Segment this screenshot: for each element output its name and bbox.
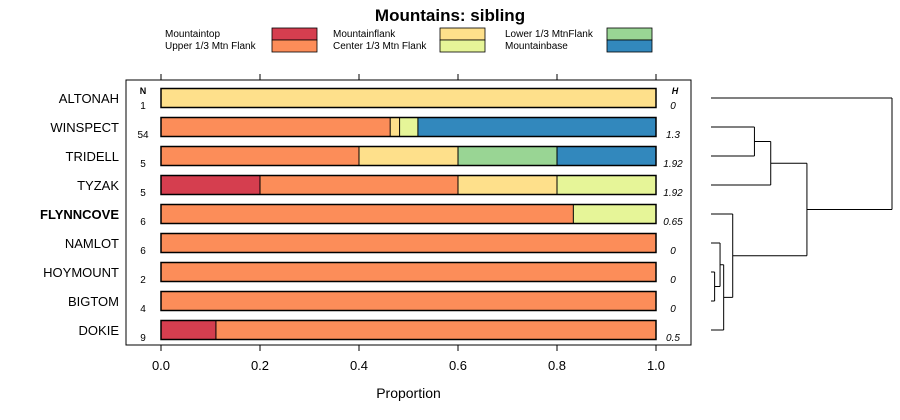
bar-segment-winspect-mountainbase (417, 117, 656, 137)
bar-segment-winspect-upper-1-3-mtn-flank (161, 117, 391, 137)
bar-outline-tyzak (160, 174, 657, 196)
bar-outline-winspect (160, 116, 657, 138)
legend-swatch-center-1-3-mtn-flank (439, 39, 486, 53)
h-value-namlot: 0 (670, 246, 676, 257)
dendrogram (711, 97, 893, 331)
n-value-tridell: 5 (140, 159, 146, 170)
bar-segment-flynncove-upper-1-3-mtn-flank (161, 204, 574, 224)
x-axis: 0.0 0.2 0.4 0.6 0.8 1.0 (152, 74, 665, 373)
bar-segment-hoymount-upper-1-3-mtn-flank (161, 262, 656, 282)
row-label-bigtom: BIGTOM (68, 294, 119, 309)
bar-segment-tyzak-mountaintop (161, 175, 260, 195)
row-label-hoymount: HOYMOUNT (43, 265, 119, 280)
chart-title: Mountains: sibling (375, 6, 525, 25)
n-value-dokie: 9 (140, 333, 146, 344)
legend-swatch-mountaintop (271, 27, 318, 41)
bar-segment-tridell-lower-1-3-mtnflank (458, 146, 557, 166)
row-label-tridell: TRIDELL (66, 149, 119, 164)
h-value-tyzak: 1.92 (663, 188, 683, 199)
legend-label-center-1-3-mtn-flank: Center 1/3 Mtn Flank (333, 41, 427, 52)
bar-outline-altonah (160, 87, 657, 109)
bar-segment-tridell-mountainbase (557, 146, 656, 166)
n-value-hoymount: 2 (140, 275, 146, 286)
bar-segment-tyzak-upper-1-3-mtn-flank (260, 175, 458, 195)
h-value-dokie: 0.5 (666, 333, 680, 344)
legend-swatch-lower-1-3-mtnflank (606, 27, 653, 41)
bar-segment-altonah-mountainflank (161, 88, 656, 108)
bar-segment-winspect-mountainflank (390, 117, 400, 137)
bar-outline-tridell (160, 145, 657, 167)
legend-label-mountainflank: Mountainflank (333, 29, 396, 40)
plot-frame (125, 79, 692, 346)
row-label-namlot: NAMLOT (65, 236, 119, 251)
n-value-flynncove: 6 (140, 217, 146, 228)
x-axis-title: Proportion (376, 385, 441, 401)
bar-outline-flynncove (160, 203, 657, 225)
h-value-altonah: 0 (670, 101, 676, 112)
legend-swatch-upper-1-3-mtn-flank (271, 39, 318, 53)
legend-label-mountainbase: Mountainbase (505, 41, 568, 52)
bar-segment-tridell-mountainflank (359, 146, 458, 166)
x-tick-label-0-4: 0.4 (350, 358, 368, 373)
n-value-winspect: 54 (137, 130, 149, 141)
legend-swatch-mountainbase (606, 39, 653, 53)
row-label-winspect: WINSPECT (50, 120, 119, 135)
h-value-flynncove: 0.65 (663, 217, 683, 228)
n-column-header: N (140, 86, 147, 96)
x-tick-label-0-2: 0.2 (251, 358, 269, 373)
row-label-altonah: ALTONAH (59, 91, 119, 106)
legend-label-lower-1-3-mtnflank: Lower 1/3 MtnFlank (505, 29, 594, 40)
bar-segment-tridell-upper-1-3-mtn-flank (161, 146, 359, 166)
bar-outline-bigtom (160, 290, 657, 312)
n-value-namlot: 6 (140, 246, 146, 257)
legend-label-mountaintop: Mountaintop (165, 29, 220, 40)
bar-segment-flynncove-center-1-3-mtn-flank (573, 204, 656, 224)
n-value-tyzak: 5 (140, 188, 146, 199)
bar-segment-tyzak-mountainflank (458, 175, 557, 195)
bar-outline-namlot (160, 232, 657, 254)
h-value-hoymount: 0 (670, 275, 676, 286)
row-label-tyzak: TYZAK (77, 178, 119, 193)
h-column-header: H (672, 86, 679, 96)
x-tick-label-0-6: 0.6 (449, 358, 467, 373)
row-label-dokie: DOKIE (79, 323, 120, 338)
bar-segment-tyzak-center-1-3-mtn-flank (557, 175, 656, 195)
x-tick-label-1-0: 1.0 (647, 358, 665, 373)
h-value-bigtom: 0 (670, 304, 676, 315)
h-value-winspect: 1.3 (666, 130, 680, 141)
legend-label-upper-1-3-mtn-flank: Upper 1/3 Mtn Flank (165, 41, 257, 52)
row-label-flynncove: FLYNNCOVE (40, 207, 119, 222)
n-value-bigtom: 4 (140, 304, 146, 315)
x-tick-label-0-8: 0.8 (548, 358, 566, 373)
n-value-altonah: 1 (140, 101, 146, 112)
h-value-tridell: 1.92 (663, 159, 683, 170)
bar-segment-bigtom-upper-1-3-mtn-flank (161, 291, 656, 311)
bar-segment-winspect-center-1-3-mtn-flank (399, 117, 418, 137)
bar-segment-dokie-upper-1-3-mtn-flank (215, 320, 656, 340)
bar-segment-dokie-mountaintop (161, 320, 216, 340)
bar-segment-namlot-upper-1-3-mtn-flank (161, 233, 656, 253)
bar-outline-dokie (160, 319, 657, 341)
bar-outline-hoymount (160, 261, 657, 283)
x-tick-label-0-0: 0.0 (152, 358, 170, 373)
legend-swatch-mountainflank (439, 27, 486, 41)
